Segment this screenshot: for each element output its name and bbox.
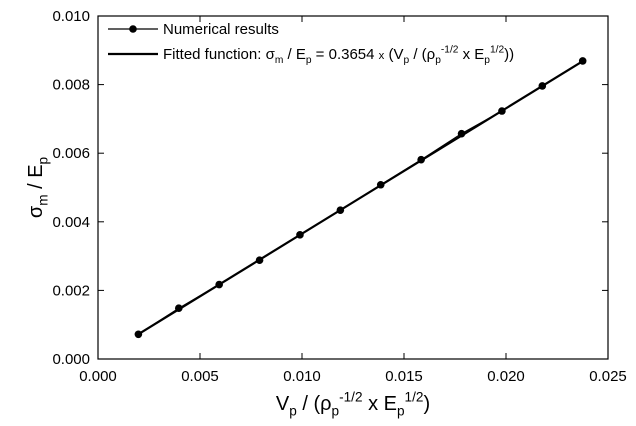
x-axis-label-part: ρ [320, 393, 331, 415]
x-axis-label-part: / ( [297, 393, 321, 415]
y-tick-label: 0.000 [52, 351, 90, 368]
y-tick-label: 0.010 [52, 8, 90, 25]
x-axis-label-part: p [397, 404, 405, 419]
legend-fitted-label-part: = 0.3654 [312, 46, 379, 63]
legend-fitted-label: Fitted function: σm / Ep = 0.3654 x (Vp … [163, 45, 514, 66]
plot-area [134, 57, 587, 339]
y-axis-label-part: σ [25, 205, 47, 218]
legend-fitted-label-part: p [404, 55, 410, 66]
data-point [578, 57, 587, 65]
x-tick-label: 0.005 [181, 368, 219, 385]
x-axis-label-part: p [332, 404, 340, 419]
data-point [255, 256, 264, 265]
data-point [336, 206, 345, 214]
x-axis-label-part: V [276, 393, 290, 415]
x-tick-label: 0.010 [283, 368, 321, 385]
y-tick-label: 0.008 [52, 77, 90, 94]
x-tick-label: 0.020 [487, 368, 525, 385]
legend-fitted-label-part: σ [266, 46, 276, 63]
legend-fitted-label-part: 1/2 [490, 45, 504, 56]
legend-fitted-label-part: p [435, 55, 441, 66]
data-point [296, 231, 304, 239]
data-point [134, 330, 143, 339]
data-point [457, 129, 466, 138]
axis-labels: Vp / (ρp-1/2 x Ep1/2)σm / Ep [25, 157, 430, 419]
x-tick-label: 0.000 [79, 368, 117, 385]
x-axis-label: Vp / (ρp-1/2 x Ep1/2) [276, 390, 430, 419]
data-point [417, 155, 425, 164]
legend-fitted-label-part: m [275, 55, 284, 66]
legend-numerical-marker [129, 25, 137, 33]
data-point [174, 304, 183, 313]
data-point [498, 107, 506, 115]
x-axis-label-part: 1/2 [405, 390, 424, 405]
y-axis-label-part: / E [25, 164, 47, 194]
y-axis-label-part: m [36, 194, 51, 205]
legend-fitted-label-part: x E [458, 46, 484, 63]
x-axis-label-part: -1/2 [339, 390, 362, 405]
y-tick-label: 0.004 [52, 214, 90, 231]
axes [97, 15, 609, 360]
y-tick-label: 0.006 [52, 145, 90, 162]
legend: Numerical results Fitted function: σm / E… [108, 21, 514, 66]
legend-fitted-label-part: p [306, 55, 312, 66]
data-point [215, 280, 223, 289]
x-axis-label-part: ) [423, 393, 430, 415]
legend-fitted-label-part: -1/2 [441, 45, 459, 56]
y-axis-label: σm / Ep [25, 157, 51, 218]
series-numerical-line [138, 60, 584, 335]
legend-fitted-label-part: (V [384, 46, 403, 63]
legend-fitted-label-part: p [484, 55, 490, 66]
legend-fitted-label-part: Fitted function: [163, 46, 266, 63]
y-axis-label-part: p [36, 157, 51, 165]
legend-fitted-label-part: ρ [427, 46, 436, 63]
x-axis-label-part: x E [363, 393, 397, 415]
x-tick-label: 0.025 [589, 368, 627, 385]
legend-fitted-label-part: / ( [409, 46, 427, 63]
ticks: 0.000 0.005 0.010 0.015 0.020 0.025 0.000 0.002… [52, 8, 626, 385]
legend-numerical-label: Numerical results [163, 21, 279, 38]
legend-fitted-label-part: / E [283, 46, 306, 63]
legend-fitted-label-part: x [379, 50, 385, 62]
data-point [538, 82, 547, 90]
plot-frame [97, 15, 609, 360]
data-point [376, 180, 385, 189]
x-axis-label-part: p [289, 404, 297, 419]
y-tick-label: 0.002 [52, 282, 90, 299]
x-tick-label: 0.015 [385, 368, 423, 385]
legend-fitted-label-part: )) [504, 46, 514, 63]
